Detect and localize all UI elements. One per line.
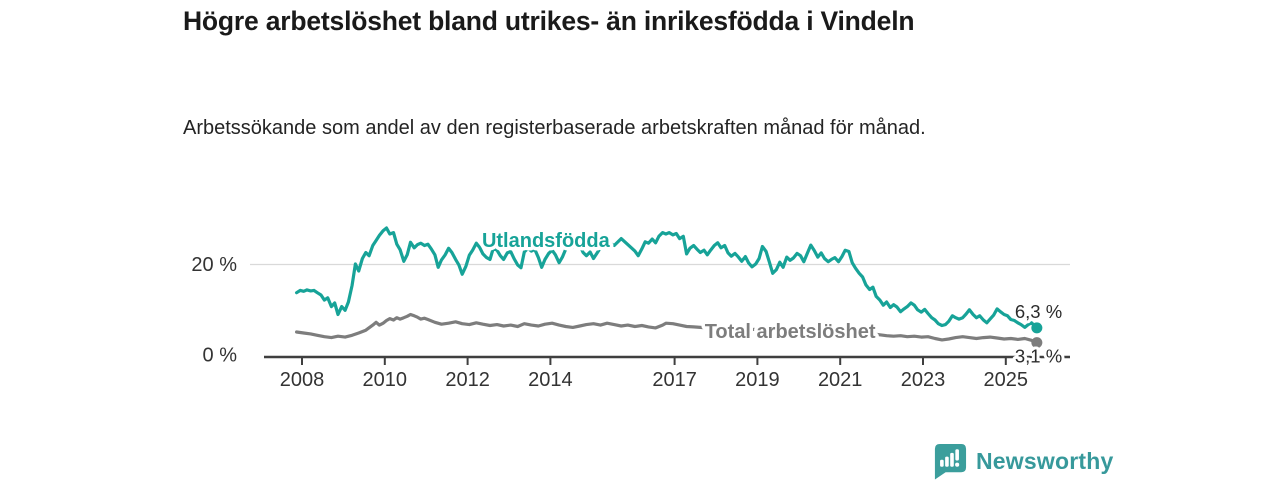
x-tick-label: 2012 (445, 369, 490, 391)
brand-footer: Newsworthy (932, 442, 1113, 480)
y-tick-label: 0 % (203, 345, 238, 367)
x-tick-label: 2008 (280, 369, 325, 391)
series-end-dot (1031, 322, 1043, 334)
brand-name: Newsworthy (976, 447, 1114, 474)
series-end-value: 3,1 % (1015, 346, 1062, 367)
series-label: Total arbetslöshet (705, 321, 876, 343)
x-tick-label: 2017 (652, 369, 697, 391)
x-tick-label: 2014 (528, 369, 573, 391)
series-label: Utlandsfödda (482, 230, 611, 252)
series-line-utlandsf-dda (294, 226, 1039, 330)
y-tick-label: 20 % (191, 254, 237, 276)
series-line-total-arbetsl-shet (294, 312, 1039, 345)
line-chart: 2008 2010 2012 2014 2017 2019 2021 2023 2025 0 % 2… (191, 226, 1070, 391)
series-end-dot (1031, 337, 1043, 349)
x-tick-label: 2025 (984, 369, 1029, 391)
x-tick-label: 2023 (901, 369, 946, 391)
newsworthy-logo-icon (934, 443, 967, 480)
series-end-value: 6,3 % (1015, 301, 1062, 322)
x-tick-label: 2021 (818, 369, 863, 391)
x-tick-label: 2010 (363, 369, 408, 391)
x-tick-label: 2019 (735, 369, 780, 391)
page-title: Högre arbetslöshet bland utrikes- än inr… (183, 6, 915, 36)
chart-subtitle: Arbetssökande som andel av den registerb… (183, 117, 926, 139)
